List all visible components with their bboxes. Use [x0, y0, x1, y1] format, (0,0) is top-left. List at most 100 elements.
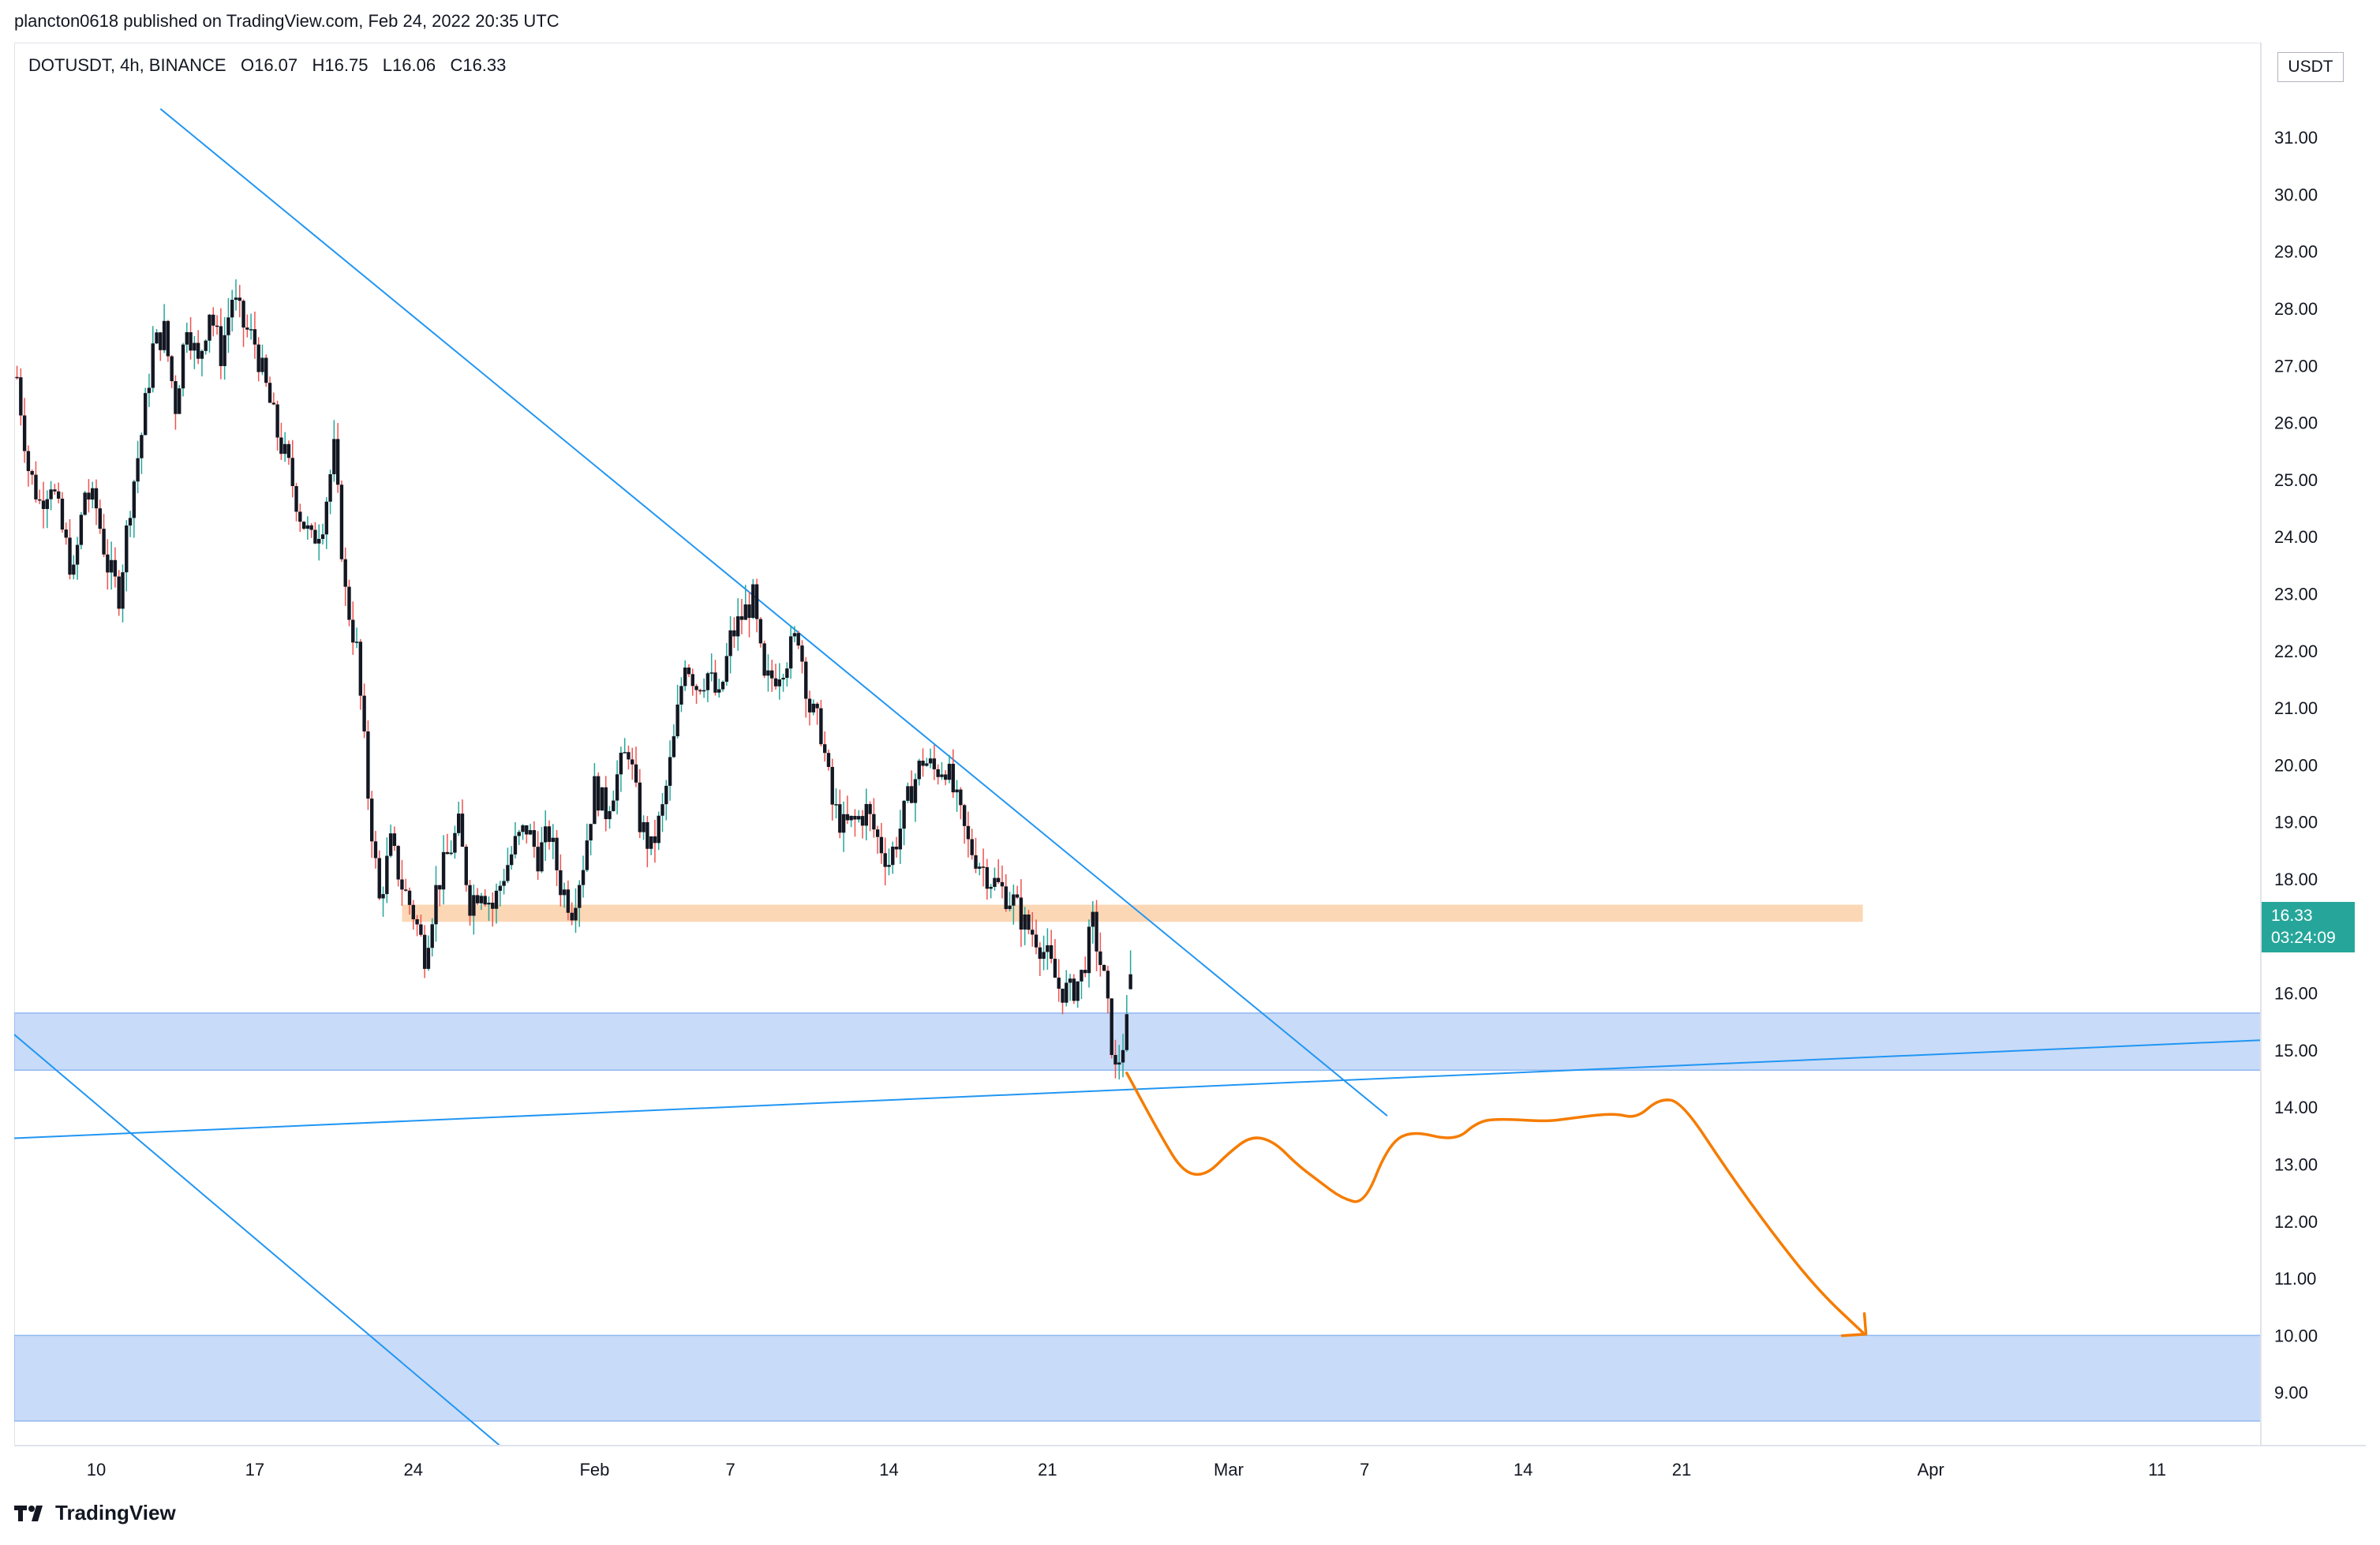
candle[interactable]	[1102, 964, 1106, 972]
candle[interactable]	[301, 521, 306, 530]
candle[interactable]	[925, 758, 929, 767]
candle[interactable]	[860, 810, 865, 839]
candle[interactable]	[596, 772, 601, 817]
candle[interactable]	[578, 880, 582, 927]
candle[interactable]	[324, 496, 328, 549]
candle[interactable]	[989, 884, 993, 899]
candle[interactable]	[536, 831, 540, 881]
candle[interactable]	[132, 479, 137, 538]
candle[interactable]	[834, 788, 838, 819]
candle[interactable]	[181, 342, 185, 397]
candle[interactable]	[838, 789, 842, 839]
candle[interactable]	[305, 516, 310, 541]
candle[interactable]	[589, 823, 593, 855]
candle[interactable]	[864, 788, 868, 841]
candle[interactable]	[196, 330, 200, 365]
candle[interactable]	[1128, 950, 1132, 990]
candle[interactable]	[1091, 901, 1095, 944]
candle[interactable]	[249, 313, 253, 340]
candle[interactable]	[487, 896, 491, 921]
candle[interactable]	[241, 299, 245, 347]
candle[interactable]	[615, 760, 619, 815]
candle[interactable]	[1087, 919, 1091, 988]
candle[interactable]	[491, 892, 495, 927]
candle[interactable]	[407, 887, 412, 915]
candle[interactable]	[694, 683, 698, 704]
candle[interactable]	[298, 503, 302, 533]
trendline-3[interactable]	[6, 1027, 572, 1506]
candle[interactable]	[15, 365, 19, 380]
candle[interactable]	[672, 724, 676, 758]
candle[interactable]	[509, 846, 514, 870]
candle[interactable]	[415, 915, 419, 937]
candle[interactable]	[841, 801, 846, 852]
candle[interactable]	[570, 902, 574, 926]
candle[interactable]	[604, 776, 608, 832]
candle[interactable]	[883, 837, 887, 886]
candle[interactable]	[457, 802, 461, 836]
candle[interactable]	[396, 844, 400, 887]
candle[interactable]	[849, 815, 853, 828]
candle[interactable]	[404, 878, 408, 892]
candle[interactable]	[91, 481, 95, 509]
candle[interactable]	[166, 320, 170, 362]
candle[interactable]	[913, 773, 918, 822]
candle[interactable]	[369, 791, 374, 859]
candle[interactable]	[366, 720, 370, 810]
candle[interactable]	[200, 349, 204, 376]
candle[interactable]	[551, 824, 555, 859]
candle[interactable]	[53, 484, 57, 496]
candle[interactable]	[623, 738, 627, 754]
candle[interactable]	[921, 748, 925, 777]
candle[interactable]	[668, 740, 672, 801]
candle[interactable]	[506, 847, 510, 884]
candle[interactable]	[189, 316, 193, 360]
candle[interactable]	[517, 829, 521, 845]
candle[interactable]	[675, 684, 679, 739]
candle[interactable]	[566, 880, 571, 921]
candle[interactable]	[732, 617, 736, 649]
candle[interactable]	[64, 522, 68, 545]
candle[interactable]	[593, 763, 597, 825]
candle[interactable]	[453, 825, 457, 859]
candle[interactable]	[354, 627, 359, 649]
candle[interactable]	[445, 833, 450, 855]
candle[interactable]	[204, 339, 208, 355]
candle[interactable]	[283, 432, 287, 462]
candle[interactable]	[106, 539, 110, 590]
candle[interactable]	[709, 653, 713, 682]
candle[interactable]	[121, 564, 125, 623]
candle[interactable]	[178, 385, 181, 414]
candle[interactable]	[646, 816, 649, 868]
candle[interactable]	[264, 354, 268, 387]
candle[interactable]	[698, 688, 702, 695]
candle[interactable]	[959, 787, 963, 820]
candle[interactable]	[762, 640, 766, 679]
zone-support[interactable]	[14, 1012, 2261, 1071]
price-axis[interactable]: 31.00 30.00 29.00 28.00 27.00 26.00 25.00 24.00…	[2274, 128, 2318, 1403]
candle[interactable]	[1065, 970, 1068, 1007]
candle[interactable]	[147, 373, 152, 407]
candle[interactable]	[660, 792, 664, 832]
candle[interactable]	[49, 481, 53, 511]
candle[interactable]	[619, 746, 623, 792]
candle[interactable]	[238, 285, 241, 318]
candle[interactable]	[781, 673, 785, 692]
candle[interactable]	[388, 824, 393, 858]
candle[interactable]	[1053, 939, 1057, 978]
candle[interactable]	[612, 791, 616, 812]
candle[interactable]	[513, 821, 518, 859]
candle[interactable]	[898, 810, 903, 864]
candle[interactable]	[426, 935, 431, 971]
candle[interactable]	[362, 683, 366, 739]
candle[interactable]	[600, 787, 604, 811]
candle[interactable]	[528, 823, 533, 836]
candle[interactable]	[657, 811, 660, 851]
candle[interactable]	[1004, 874, 1008, 912]
candle[interactable]	[358, 638, 363, 710]
candle[interactable]	[894, 836, 899, 858]
candle[interactable]	[343, 547, 347, 607]
candle[interactable]	[819, 699, 823, 747]
candle[interactable]	[117, 570, 121, 616]
candle[interactable]	[45, 490, 50, 529]
